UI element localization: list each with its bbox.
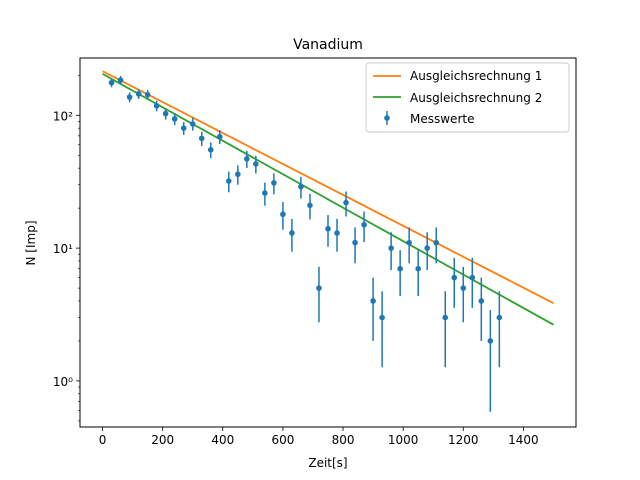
data-point: [307, 202, 313, 209]
data-point: [198, 135, 205, 142]
data-point: [144, 91, 151, 98]
data-point: [298, 183, 304, 190]
data-point: [235, 171, 241, 178]
x-tick-label: 800: [332, 433, 355, 447]
data-point: [424, 245, 431, 251]
data-point: [117, 77, 124, 83]
x-axis-ticks: 0 200 400 600 800 1000 1200 1400: [99, 427, 539, 447]
data-point: [207, 146, 214, 153]
data-point: [271, 180, 277, 186]
data-point: [496, 314, 503, 321]
data-point: [433, 239, 440, 246]
data-point: [126, 94, 133, 100]
y-axis-ticks: 10⁰ 10¹ 10²: [53, 75, 80, 422]
x-tick-label: 1200: [448, 433, 479, 447]
y-axis-label: N [Imp]: [24, 221, 38, 266]
x-tick-label: 200: [151, 433, 174, 447]
data-point: [289, 230, 295, 236]
y-tick-label: 10¹: [53, 242, 73, 256]
chart-title: Vanadium: [293, 37, 363, 53]
data-point: [316, 285, 322, 291]
legend-marker-messwerte: [384, 115, 390, 121]
data-point: [325, 225, 331, 232]
series-line-ausgleichsrechnung-2: [102, 73, 554, 326]
data-point: [406, 239, 412, 246]
data-point: [451, 274, 458, 281]
data-point: [478, 298, 485, 304]
data-point: [397, 265, 403, 272]
data-point: [415, 265, 421, 272]
x-tick-label: 600: [271, 433, 294, 447]
data-point: [171, 116, 178, 122]
legend-box: [365, 62, 570, 133]
data-point: [361, 221, 367, 228]
data-point: [135, 91, 142, 97]
data-point: [244, 156, 250, 162]
legend-label-ausgleichsrechnung-1: Ausgleichsrechnung 1: [410, 69, 542, 83]
series-line-ausgleichsrechnung-1: [102, 70, 554, 304]
data-point: [487, 338, 494, 344]
data-point: [216, 133, 223, 140]
x-tick-label: 400: [211, 433, 234, 447]
data-point: [343, 199, 349, 206]
data-point: [262, 190, 268, 196]
data-point: [460, 285, 467, 291]
y-tick-label: 10²: [53, 109, 73, 123]
x-axis-label: Zeit[s]: [308, 456, 347, 470]
data-point: [334, 230, 340, 236]
data-point: [189, 121, 196, 127]
data-point: [153, 102, 160, 109]
data-point: [180, 125, 187, 131]
data-point: [469, 274, 476, 281]
data-point: [162, 110, 169, 117]
legend-label-ausgleichsrechnung-2: Ausgleichsrechnung 2: [410, 91, 542, 105]
y-tick-label: 10⁰: [53, 375, 73, 389]
legend: Ausgleichsrechnung 1 Ausgleichsrechnung …: [365, 62, 570, 133]
data-point: [352, 239, 358, 246]
data-point: [226, 178, 232, 184]
plot-marks: [102, 70, 554, 412]
data-point: [108, 79, 115, 86]
data-point: [370, 298, 376, 304]
data-point: [253, 161, 259, 167]
data-point: [442, 314, 449, 321]
data-point: [379, 314, 385, 321]
legend-label-messwerte: Messwerte: [410, 112, 474, 126]
data-point: [388, 245, 394, 251]
plot-frame: [79, 57, 577, 428]
x-tick-label: 1400: [508, 433, 539, 447]
x-tick-label: 1000: [388, 433, 419, 447]
data-point: [280, 211, 286, 218]
x-tick-label: 0: [99, 433, 107, 447]
